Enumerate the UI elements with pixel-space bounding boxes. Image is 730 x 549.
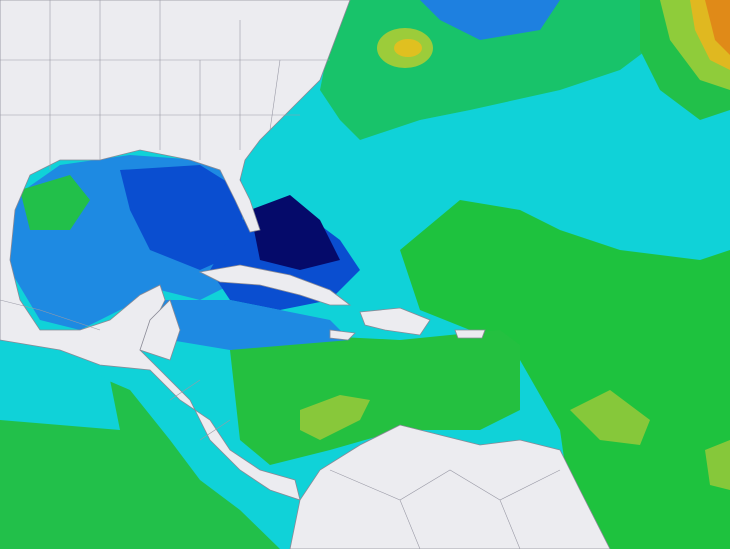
wave-zone	[394, 39, 422, 57]
land	[329, 329, 356, 341]
wave-zone	[570, 390, 650, 445]
wave-zone	[120, 165, 245, 270]
border	[0, 299, 231, 441]
wave-zone	[250, 195, 340, 270]
wave-zone	[705, 0, 730, 55]
land	[359, 307, 431, 336]
wave-zone	[20, 175, 90, 230]
wave-zone	[160, 300, 350, 350]
land	[289, 424, 611, 549]
land	[454, 329, 486, 339]
wave-zone	[400, 200, 730, 549]
land	[198, 264, 352, 306]
wave-zone	[300, 395, 370, 440]
wave-zone	[705, 440, 730, 490]
border	[0, 0, 330, 170]
wave-zone	[0, 350, 120, 430]
land	[0, 0, 351, 501]
land	[139, 299, 181, 361]
wave-zone	[420, 0, 560, 40]
border	[329, 469, 561, 549]
